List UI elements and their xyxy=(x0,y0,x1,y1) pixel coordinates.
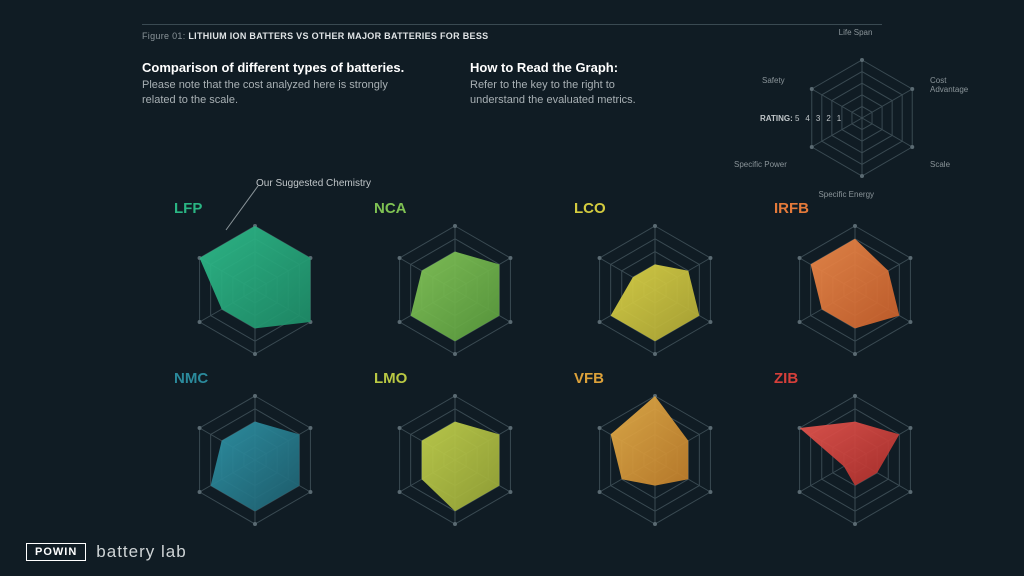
battery-chart-irfb: IRFB xyxy=(760,200,950,360)
battery-title: ZIB xyxy=(774,370,798,387)
battery-title: VFB xyxy=(574,370,604,387)
legend-axis-label: Safety xyxy=(762,76,785,85)
rating-tick: 2 xyxy=(826,114,830,123)
battery-chart-lco: LCO xyxy=(560,200,750,360)
rating-tick: 3 xyxy=(816,114,820,123)
rating-tick: 4 xyxy=(805,114,809,123)
spider-svg xyxy=(360,200,550,360)
figure-label-prefix: Figure 01: xyxy=(142,31,186,41)
howto-sub: Refer to the key to the right to underst… xyxy=(470,78,670,109)
battery-lab-text: battery lab xyxy=(96,542,186,562)
spider-svg xyxy=(160,370,350,530)
rating-row: RATING: 54321 xyxy=(760,114,853,123)
legend-axis-label: Cost Advantage xyxy=(930,76,984,94)
legend-axis-label: Life Span xyxy=(839,28,873,37)
battery-title: IRFB xyxy=(774,200,809,217)
battery-title: LMO xyxy=(374,370,407,387)
legend-axis-label: Specific Energy xyxy=(818,190,874,199)
spider-svg xyxy=(160,200,350,360)
battery-title: NCA xyxy=(374,200,407,217)
battery-chart-vfb: VFB xyxy=(560,370,750,530)
battery-chart-lfp: LFP xyxy=(160,200,350,360)
battery-chart-nmc: NMC xyxy=(160,370,350,530)
spider-svg xyxy=(560,200,750,360)
legend-spider: Life Span Cost Advantage Scale Specific Ene… xyxy=(714,24,984,204)
rating-tick: 1 xyxy=(837,114,841,123)
spider-svg xyxy=(360,370,550,530)
battery-title: NMC xyxy=(174,370,208,387)
rating-tick: 5 xyxy=(795,114,799,123)
battery-chart-lmo: LMO xyxy=(360,370,550,530)
legend-axis-label: Scale xyxy=(930,160,950,169)
figure-label-title: LITHIUM ION BATTERS VS OTHER MAJOR BATTE… xyxy=(188,31,488,41)
spider-svg xyxy=(560,370,750,530)
rating-label: RATING: xyxy=(760,114,793,123)
spider-svg xyxy=(760,370,950,530)
figure-label: Figure 01: LITHIUM ION BATTERS VS OTHER … xyxy=(142,31,488,41)
comparison-heading: Comparison of different types of batteri… xyxy=(142,60,404,75)
powin-logo: POWIN xyxy=(26,543,86,561)
footer: POWIN battery lab xyxy=(26,542,187,562)
battery-chart-zib: ZIB xyxy=(760,370,950,530)
comparison-sub: Please note that the cost analyzed here … xyxy=(142,78,402,109)
battery-chart-nca: NCA xyxy=(360,200,550,360)
spider-svg xyxy=(760,200,950,360)
battery-title: LFP xyxy=(174,200,202,217)
legend-axis-label: Specific Power xyxy=(734,160,787,169)
battery-title: LCO xyxy=(574,200,606,217)
howto-heading: How to Read the Graph: xyxy=(470,60,618,75)
